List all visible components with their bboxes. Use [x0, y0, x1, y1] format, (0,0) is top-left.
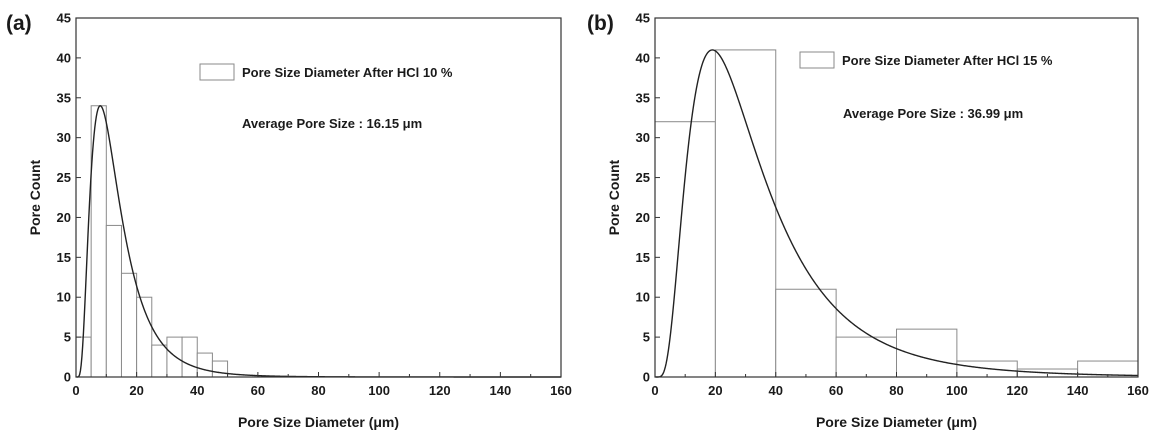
x-axis-title: Pore Size Diameter (μm): [816, 414, 977, 430]
y-tick-label: 5: [64, 330, 71, 345]
chart-panel-b: 0 20 40 60 80 100 120 140 160 0 5 10 15 20 25 30 35 40 45 P…: [587, 11, 1149, 431]
x-tick-label: 140: [490, 383, 512, 398]
x-axis-title: Pore Size Diameter (μm): [238, 414, 399, 430]
y-tick-label: 20: [57, 210, 71, 225]
x-tick-label: 140: [1067, 383, 1089, 398]
histogram-bar: [120, 272, 138, 378]
panel-label: (b): [587, 12, 614, 35]
y-tick-label: 25: [57, 170, 71, 185]
y-tick-label: 10: [57, 290, 71, 305]
histogram-bar: [75, 336, 92, 378]
x-tick-label: 0: [651, 383, 658, 398]
average-pore-size-annotation: Average Pore Size : 36.99 μm: [843, 106, 1023, 121]
y-axis-title: Pore Count: [606, 159, 622, 235]
y-tick-label: 30: [636, 130, 650, 145]
histogram-bar: [166, 336, 183, 378]
histogram-bar: [151, 344, 168, 378]
x-tick-label: 0: [72, 383, 79, 398]
legend-swatch: [199, 63, 235, 81]
x-tick-label: 100: [368, 383, 390, 398]
x-tick-label: 160: [550, 383, 572, 398]
x-tick-label: 80: [311, 383, 325, 398]
y-tick-label: 15: [636, 250, 650, 265]
histogram-bar: [211, 360, 229, 378]
average-pore-size-annotation: Average Pore Size : 16.15 μm: [242, 116, 422, 131]
y-tick-label: 40: [636, 50, 650, 65]
x-tick-label: 120: [1006, 383, 1028, 398]
y-axis-title: Pore Count: [27, 159, 43, 235]
histogram-bar: [775, 288, 837, 378]
x-tick-label: 100: [946, 383, 968, 398]
panel-label: (a): [6, 12, 32, 35]
legend-label: Pore Size Diameter After HCl 10 %: [242, 65, 453, 80]
y-tick-label: 45: [636, 11, 650, 26]
x-tick-label: 60: [829, 383, 843, 398]
y-tick-label: 15: [57, 250, 71, 265]
legend-swatch: [799, 51, 835, 69]
histogram-bar: [105, 224, 122, 378]
histogram-bar: [835, 336, 897, 378]
y-tick-label: 0: [64, 370, 71, 385]
x-tick-label: 80: [889, 383, 903, 398]
legend-label: Pore Size Diameter After HCl 15 %: [842, 53, 1053, 68]
x-tick-label: 160: [1127, 383, 1149, 398]
y-tick-label: 5: [643, 330, 650, 345]
y-tick-label: 30: [57, 130, 71, 145]
y-tick-label: 0: [643, 370, 650, 385]
x-tick-label: 40: [769, 383, 783, 398]
y-tick-label: 45: [57, 11, 71, 26]
x-tick-label: 60: [251, 383, 265, 398]
x-tick-label: 40: [190, 383, 204, 398]
x-tick-label: 20: [708, 383, 722, 398]
y-tick-label: 35: [636, 90, 650, 105]
histogram-bar: [654, 121, 716, 378]
y-tick-label: 40: [57, 50, 71, 65]
y-tick-label: 20: [636, 210, 650, 225]
histogram-bar: [181, 336, 198, 378]
x-tick-label: 20: [129, 383, 143, 398]
y-tick-label: 25: [636, 170, 650, 185]
y-tick-label: 10: [636, 290, 650, 305]
y-tick-label: 35: [57, 90, 71, 105]
x-tick-label: 120: [429, 383, 451, 398]
chart-panel-a: 0 20 40 60 80 100 120 140 160 0 5 10 15 20 25 30 35 40 45 P…: [6, 11, 572, 431]
fit-curve: [655, 49, 1138, 378]
histogram-bar: [714, 49, 777, 378]
histogram-bar: [896, 328, 958, 378]
histogram-bar: [196, 352, 213, 378]
